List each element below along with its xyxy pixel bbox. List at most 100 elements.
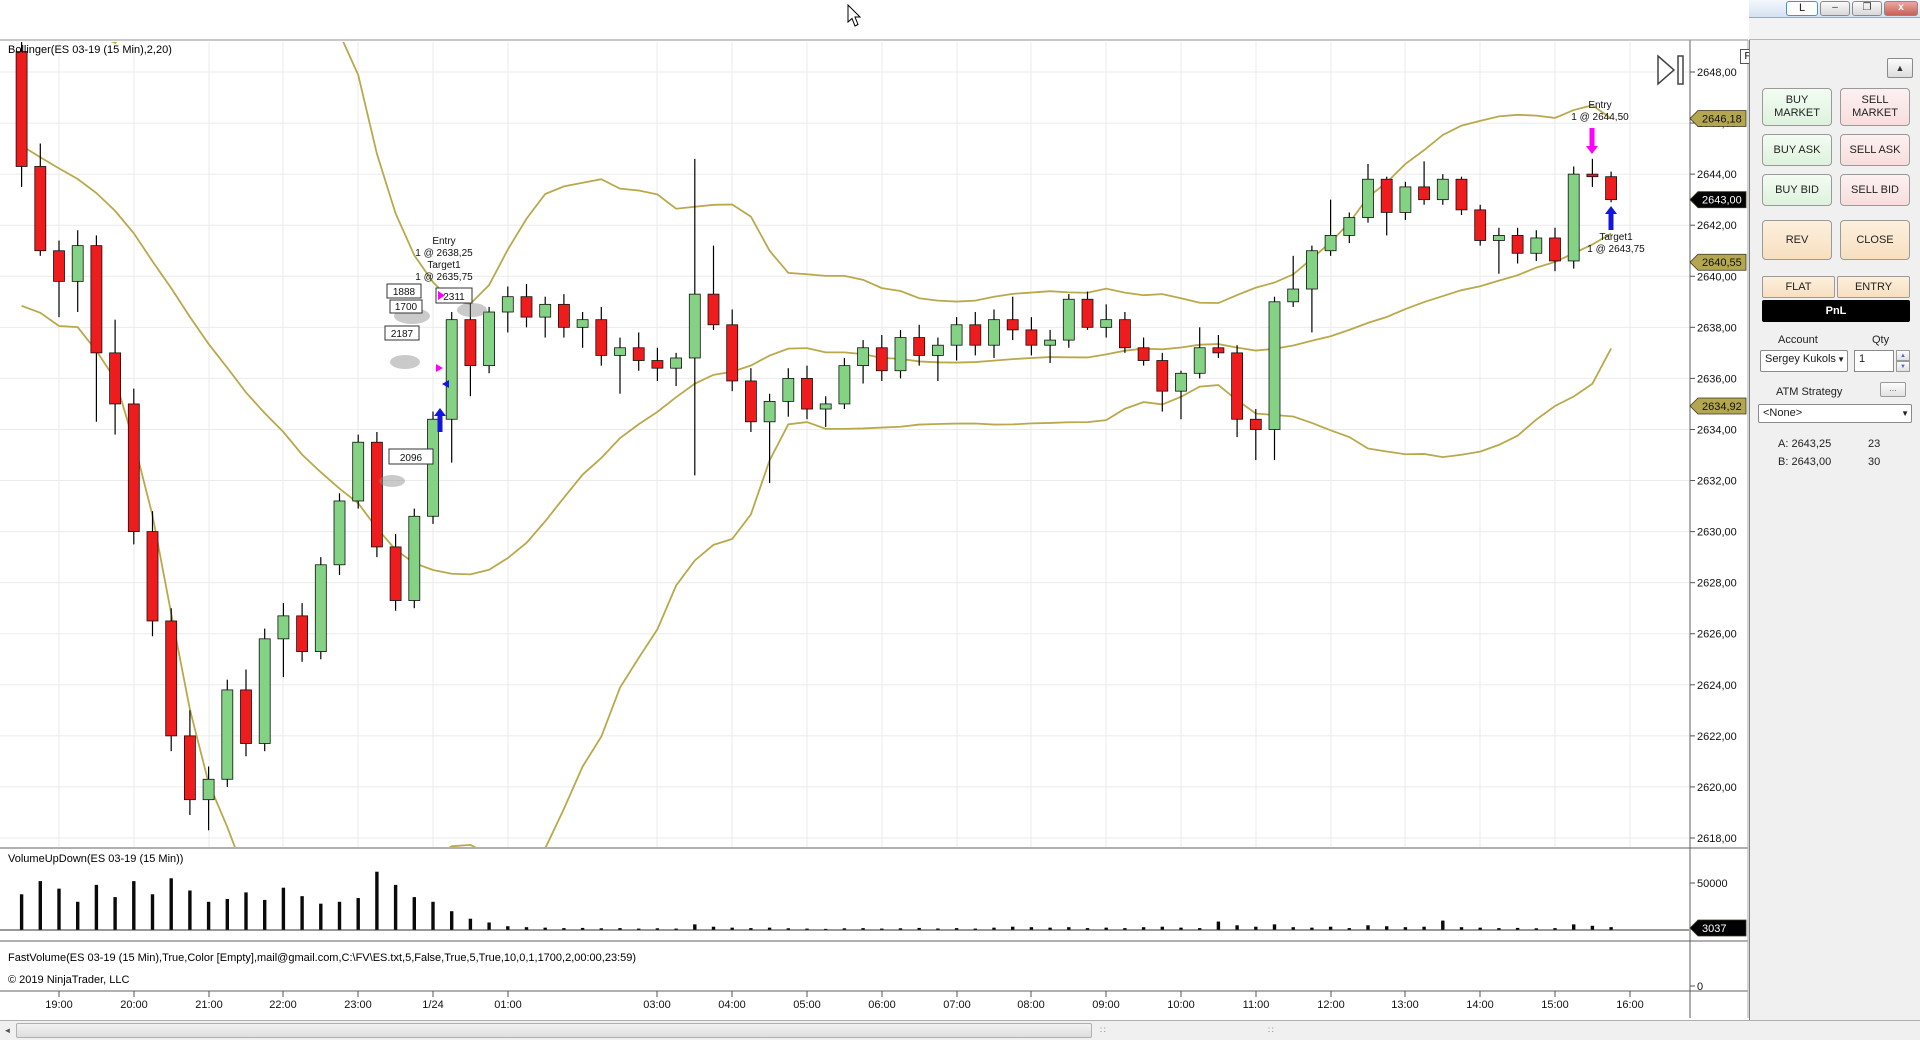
- svg-text:2640,00: 2640,00: [1697, 271, 1737, 283]
- volume-legend: VolumeUpDown(ES 03-19 (15 Min)): [8, 853, 184, 865]
- minimize-button[interactable]: –: [1820, 1, 1850, 16]
- chevron-down-icon: ▼: [1901, 409, 1909, 418]
- svg-text:2638,00: 2638,00: [1697, 322, 1737, 334]
- buy-ask-button[interactable]: BUY ASK: [1762, 134, 1832, 166]
- ask-size: 23: [1868, 438, 1881, 450]
- lock-button[interactable]: L: [1786, 1, 1818, 16]
- svg-text:06:00: 06:00: [868, 999, 896, 1011]
- svg-text:1 @ 2644,50: 1 @ 2644,50: [1571, 112, 1629, 123]
- entry-button[interactable]: ENTRY: [1837, 276, 1910, 298]
- svg-text:2642,00: 2642,00: [1697, 220, 1737, 232]
- close-button[interactable]: x: [1884, 1, 1918, 16]
- spin-down-icon: ▼: [1896, 361, 1910, 372]
- svg-text:2646,18: 2646,18: [1702, 113, 1742, 125]
- collapse-panel-button[interactable]: ▲: [1887, 58, 1913, 78]
- chart-trader-panel: ▲ BUY MARKET SELL MARKET BUY ASK SELL AS…: [1749, 40, 1920, 1020]
- svg-text:12:00: 12:00: [1317, 999, 1345, 1011]
- pnl-display: PnL: [1762, 300, 1910, 322]
- svg-text:1/24: 1/24: [422, 999, 443, 1011]
- svg-text:2632,00: 2632,00: [1697, 476, 1737, 488]
- svg-text:2636,00: 2636,00: [1697, 373, 1737, 385]
- svg-text:2643,00: 2643,00: [1702, 195, 1742, 207]
- svg-text:Target1: Target1: [427, 260, 461, 271]
- fastvolume-legend: FastVolume(ES 03-19 (15 Min),True,Color …: [8, 952, 637, 964]
- svg-text:23:00: 23:00: [344, 999, 372, 1011]
- buy-bid-button[interactable]: BUY BID: [1762, 174, 1832, 206]
- close-position-button[interactable]: CLOSE: [1840, 220, 1910, 260]
- svg-text:1700: 1700: [395, 302, 418, 313]
- bid-size: 30: [1868, 456, 1881, 468]
- svg-text:1 @ 2638,25: 1 @ 2638,25: [415, 248, 473, 259]
- scrollbar-thumb[interactable]: [16, 1023, 1092, 1038]
- svg-text:2618,00: 2618,00: [1697, 833, 1737, 845]
- svg-text:1888: 1888: [393, 287, 416, 298]
- svg-text:05:00: 05:00: [793, 999, 821, 1011]
- reverse-button[interactable]: REV: [1762, 220, 1832, 260]
- atm-strategy-label: ATM Strategy: [1776, 386, 1843, 398]
- svg-text:2634,92: 2634,92: [1702, 401, 1742, 413]
- svg-text:50000: 50000: [1697, 878, 1728, 890]
- svg-text:2626,00: 2626,00: [1697, 629, 1737, 641]
- splitter-grip-icon[interactable]: ∷: [1268, 1025, 1274, 1035]
- svg-text:Target1: Target1: [1599, 232, 1633, 243]
- svg-text:2096: 2096: [400, 453, 423, 464]
- copyright-label: © 2019 NinjaTrader, LLC: [8, 974, 130, 986]
- scroll-left-icon[interactable]: ◄: [3, 1026, 12, 1035]
- svg-text:2622,00: 2622,00: [1697, 731, 1737, 743]
- svg-text:2620,00: 2620,00: [1697, 782, 1737, 794]
- spin-up-icon: ▲: [1896, 350, 1910, 361]
- qty-label: Qty: [1872, 334, 1890, 346]
- svg-text:2644,00: 2644,00: [1697, 169, 1737, 181]
- mouse-cursor: [847, 4, 862, 27]
- quantity-input[interactable]: 1: [1854, 350, 1894, 372]
- svg-text:2187: 2187: [391, 329, 414, 340]
- svg-text:07:00: 07:00: [943, 999, 971, 1011]
- svg-text:22:00: 22:00: [269, 999, 297, 1011]
- svg-text:2628,00: 2628,00: [1697, 578, 1737, 590]
- svg-text:11:00: 11:00: [1243, 999, 1270, 1011]
- svg-text:Entry: Entry: [1588, 100, 1611, 111]
- atm-more-button[interactable]: ...: [1880, 382, 1906, 397]
- svg-text:21:00: 21:00: [195, 999, 223, 1011]
- svg-text:19:00: 19:00: [45, 999, 73, 1011]
- horizontal-scrollbar[interactable]: ◄ ∷ ∷: [0, 1020, 1920, 1040]
- svg-text:03:00: 03:00: [643, 999, 671, 1011]
- account-dropdown[interactable]: Sergey Kukols ▼: [1760, 350, 1848, 372]
- svg-text:14:00: 14:00: [1466, 999, 1494, 1011]
- splitter-grip-icon[interactable]: ∷: [1100, 1025, 1106, 1035]
- bid-price-row: B: 2643,00: [1778, 456, 1832, 468]
- account-label: Account: [1778, 334, 1818, 346]
- chevron-down-icon: ▼: [1837, 355, 1845, 364]
- svg-text:1 @ 2635,75: 1 @ 2635,75: [415, 272, 473, 283]
- quantity-stepper[interactable]: ▲ ▼: [1896, 350, 1910, 372]
- svg-text:09:00: 09:00: [1092, 999, 1120, 1011]
- svg-text:2630,00: 2630,00: [1697, 527, 1737, 539]
- chart-area[interactable]: 2648,002646,002644,002642,002640,002638,…: [0, 0, 1755, 1020]
- price-chart[interactable]: 2648,002646,002644,002642,002640,002638,…: [0, 0, 1749, 1020]
- svg-text:10:00: 10:00: [1167, 999, 1195, 1011]
- svg-text:16:00: 16:00: [1616, 999, 1644, 1011]
- sell-bid-button[interactable]: SELL BID: [1840, 174, 1910, 206]
- ask-price-row: A: 2643,25: [1778, 438, 1832, 450]
- svg-text:2640,55: 2640,55: [1702, 257, 1742, 269]
- svg-text:13:00: 13:00: [1391, 999, 1419, 1011]
- flat-button[interactable]: FLAT: [1762, 276, 1835, 298]
- svg-text:2311: 2311: [443, 292, 465, 303]
- svg-text:1 @ 2643,75: 1 @ 2643,75: [1587, 244, 1645, 255]
- bollinger-legend: Bollinger(ES 03-19 (15 Min),2,20): [8, 44, 172, 56]
- atm-strategy-dropdown[interactable]: <None> ▼: [1758, 404, 1912, 423]
- svg-text:3037: 3037: [1702, 923, 1726, 935]
- svg-text:15:00: 15:00: [1541, 999, 1569, 1011]
- svg-text:2624,00: 2624,00: [1697, 680, 1737, 692]
- restore-button[interactable]: ❐: [1852, 1, 1882, 16]
- svg-text:04:00: 04:00: [718, 999, 746, 1011]
- svg-text:Entry: Entry: [432, 236, 455, 247]
- svg-text:2648,00: 2648,00: [1697, 67, 1737, 79]
- svg-text:01:00: 01:00: [494, 999, 522, 1011]
- buy-market-button[interactable]: BUY MARKET: [1762, 88, 1832, 126]
- sell-market-button[interactable]: SELL MARKET: [1840, 88, 1910, 126]
- sell-ask-button[interactable]: SELL ASK: [1840, 134, 1910, 166]
- svg-text:08:00: 08:00: [1017, 999, 1045, 1011]
- svg-text:20:00: 20:00: [120, 999, 148, 1011]
